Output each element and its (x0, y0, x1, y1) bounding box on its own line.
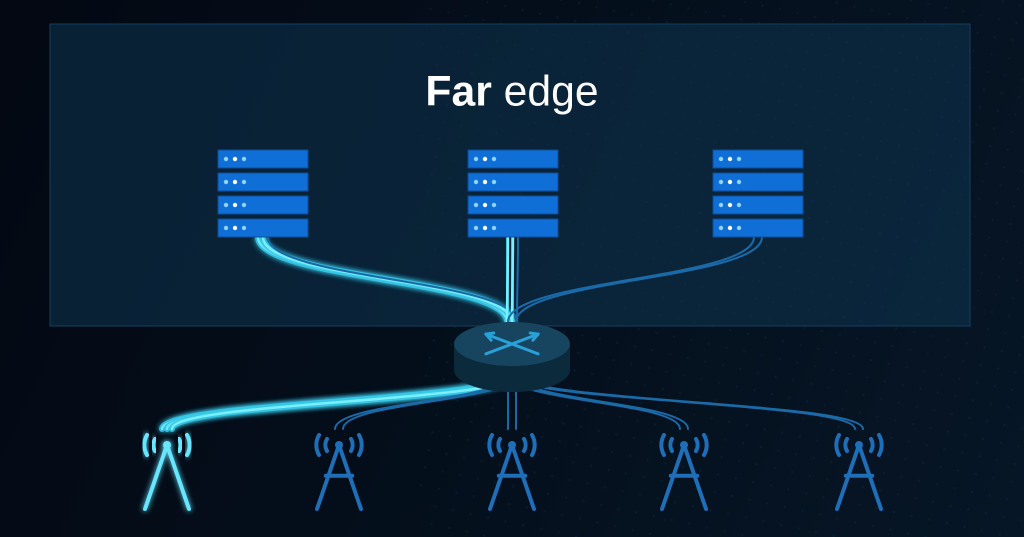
server-led-icon (474, 203, 478, 207)
server-led-icon (728, 157, 732, 161)
far-edge-diagram: Far edge (0, 0, 1024, 537)
server-led-icon (492, 203, 496, 207)
server-led-icon (483, 157, 487, 161)
server-rack-unit (713, 150, 803, 168)
tower-emitter-icon (163, 441, 171, 449)
tower-emitter-icon (855, 441, 863, 449)
server-led-icon (233, 157, 237, 161)
tower-1 (144, 435, 189, 509)
server-led-icon (719, 226, 723, 230)
server-rack-unit (218, 173, 308, 191)
server-led-icon (474, 226, 478, 230)
server-led-icon (242, 180, 246, 184)
server-led-icon (224, 157, 228, 161)
server-led-icon (233, 226, 237, 230)
server-led-icon (224, 203, 228, 207)
server-led-icon (492, 180, 496, 184)
server-rack-unit (218, 219, 308, 237)
server-led-icon (728, 226, 732, 230)
server-led-icon (474, 157, 478, 161)
server-led-icon (242, 203, 246, 207)
server-led-icon (483, 180, 487, 184)
server-led-icon (492, 226, 496, 230)
server-rack-unit (468, 150, 558, 168)
server-rack-unit (713, 219, 803, 237)
server-led-icon (242, 226, 246, 230)
router-icon (454, 322, 570, 392)
server-led-icon (737, 180, 741, 184)
server-led-icon (737, 157, 741, 161)
server-led-icon (224, 226, 228, 230)
server-rack-unit (713, 196, 803, 214)
server-rack-unit (218, 150, 308, 168)
connection-line (512, 237, 513, 322)
server-rack-unit (468, 219, 558, 237)
server-led-icon (224, 180, 228, 184)
server-rack-unit (468, 196, 558, 214)
tower-emitter-icon (335, 441, 343, 449)
tower-2 (316, 435, 361, 509)
server-led-icon (719, 203, 723, 207)
server-led-icon (233, 203, 237, 207)
server-led-icon (483, 226, 487, 230)
connection-line (507, 237, 508, 322)
server-led-icon (737, 203, 741, 207)
server-led-icon (483, 203, 487, 207)
server-rack-unit (713, 173, 803, 191)
server-led-icon (728, 180, 732, 184)
server-led-icon (719, 157, 723, 161)
server-led-icon (719, 180, 723, 184)
diagram-svg (0, 0, 1024, 537)
server-led-icon (474, 180, 478, 184)
server-rack-unit (468, 173, 558, 191)
server-led-icon (242, 157, 246, 161)
server-rack-unit (218, 196, 308, 214)
server-led-icon (728, 203, 732, 207)
server-led-icon (233, 180, 237, 184)
tower-emitter-icon (508, 441, 516, 449)
server-led-icon (737, 226, 741, 230)
server-led-icon (492, 157, 496, 161)
tower-emitter-icon (680, 441, 688, 449)
